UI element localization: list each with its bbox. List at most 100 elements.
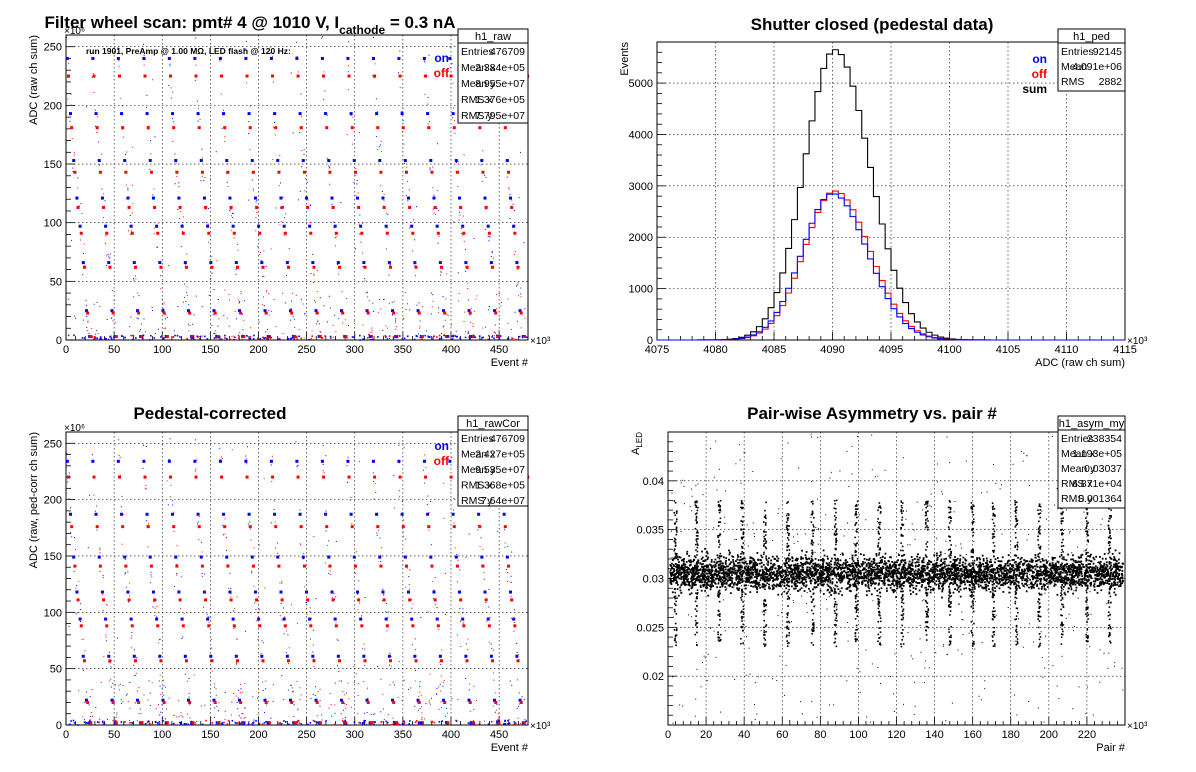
point-on bbox=[276, 159, 278, 161]
point-scatter bbox=[236, 701, 238, 703]
point-scatter bbox=[295, 294, 297, 296]
point-scatter bbox=[296, 680, 298, 682]
point-cluster-off bbox=[220, 74, 224, 78]
point-cluster-on bbox=[295, 459, 299, 463]
point bbox=[961, 570, 964, 573]
point bbox=[762, 576, 765, 579]
point-off bbox=[437, 619, 439, 621]
y-axis-label: ADC (raw ch sum) bbox=[28, 35, 40, 125]
point bbox=[842, 576, 845, 579]
point-on bbox=[245, 48, 247, 50]
point-on bbox=[108, 255, 110, 257]
point-scatter bbox=[158, 328, 160, 330]
point-baseline bbox=[511, 337, 513, 339]
point-on bbox=[507, 572, 509, 574]
point-scatter bbox=[248, 199, 250, 201]
point-scatter bbox=[272, 700, 274, 702]
point bbox=[1113, 577, 1116, 580]
point-cluster-on bbox=[107, 654, 111, 658]
point bbox=[721, 567, 723, 570]
point bbox=[1116, 583, 1119, 586]
point bbox=[1105, 568, 1107, 571]
point-on bbox=[79, 620, 81, 622]
point bbox=[755, 575, 758, 577]
point bbox=[935, 576, 938, 579]
point-on bbox=[333, 224, 335, 226]
point bbox=[838, 573, 841, 576]
point-off bbox=[508, 188, 510, 190]
point bbox=[883, 579, 886, 582]
point-off bbox=[402, 108, 404, 110]
point-on bbox=[368, 335, 370, 337]
point-scatter bbox=[461, 233, 463, 235]
point-cluster-off bbox=[487, 624, 491, 628]
point bbox=[790, 564, 793, 567]
point-scatter bbox=[188, 696, 190, 698]
point bbox=[946, 570, 949, 573]
point-cluster-off bbox=[494, 700, 498, 704]
point-on bbox=[334, 598, 336, 600]
point-scatter bbox=[523, 242, 525, 244]
point-cluster-off bbox=[506, 170, 510, 174]
point bbox=[775, 577, 778, 580]
point-on bbox=[442, 296, 444, 298]
point-cluster-off bbox=[118, 74, 122, 78]
point bbox=[852, 585, 855, 587]
point-cluster-off bbox=[133, 265, 137, 269]
point-baseline bbox=[284, 721, 287, 723]
point-baseline bbox=[144, 723, 147, 725]
point-off bbox=[421, 717, 423, 719]
point-cluster-off bbox=[220, 475, 224, 479]
point-off bbox=[262, 681, 264, 683]
point bbox=[1016, 567, 1019, 569]
point bbox=[711, 575, 713, 578]
point-cluster-on bbox=[145, 512, 149, 516]
point bbox=[725, 565, 728, 568]
point-scatter bbox=[151, 682, 153, 684]
point-baseline bbox=[386, 721, 389, 724]
point bbox=[1089, 563, 1091, 565]
point-scatter bbox=[334, 314, 336, 316]
point-cluster-on bbox=[177, 196, 181, 200]
point-off bbox=[415, 648, 417, 650]
x-tick-label: 4080 bbox=[703, 344, 727, 356]
point-off bbox=[103, 577, 105, 579]
point-on bbox=[309, 205, 311, 207]
point-off bbox=[233, 237, 235, 239]
point bbox=[817, 579, 820, 582]
point-baseline bbox=[394, 722, 397, 725]
point-on bbox=[260, 260, 262, 262]
point-baseline bbox=[513, 723, 516, 725]
point-scatter bbox=[488, 588, 490, 590]
point bbox=[785, 561, 788, 564]
point-on bbox=[262, 276, 264, 278]
point bbox=[789, 574, 792, 577]
point bbox=[936, 570, 939, 572]
point-scatter bbox=[460, 645, 462, 647]
point-cluster-on bbox=[171, 512, 175, 516]
point-scatter bbox=[473, 720, 475, 722]
point bbox=[994, 578, 997, 580]
point-baseline bbox=[96, 721, 99, 723]
point bbox=[851, 558, 854, 561]
point-scatter bbox=[266, 104, 268, 106]
point-baseline bbox=[496, 334, 498, 337]
point bbox=[1064, 575, 1067, 578]
point-baseline bbox=[455, 720, 458, 722]
point bbox=[902, 563, 905, 566]
point-cluster-off bbox=[255, 598, 259, 602]
point-baseline bbox=[179, 336, 181, 338]
point-on bbox=[337, 639, 339, 641]
point-scatter bbox=[310, 698, 312, 700]
point bbox=[899, 577, 902, 579]
point-scatter bbox=[345, 692, 347, 694]
point bbox=[792, 568, 795, 571]
point-baseline bbox=[98, 721, 100, 724]
point-off bbox=[405, 194, 407, 196]
point-on bbox=[453, 107, 455, 109]
x-tick-label: 4105 bbox=[996, 344, 1020, 356]
point-off bbox=[256, 212, 258, 214]
point-on bbox=[437, 617, 439, 619]
point-off bbox=[230, 596, 232, 598]
point bbox=[833, 590, 836, 593]
